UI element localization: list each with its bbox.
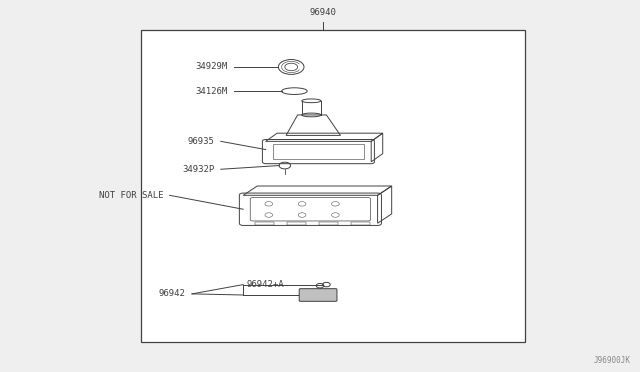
FancyBboxPatch shape [300, 289, 337, 301]
Bar [351, 222, 370, 225]
Bar [255, 222, 274, 225]
Text: NOT FOR SALE: NOT FOR SALE [99, 191, 163, 200]
Text: 34929M: 34929M [195, 62, 227, 71]
Text: 96935: 96935 [188, 137, 214, 146]
Text: 34126M: 34126M [195, 87, 227, 96]
Text: 96940: 96940 [310, 8, 337, 17]
Bar [141, 30, 525, 342]
Bar [273, 144, 364, 159]
Bar [287, 222, 306, 225]
Text: 96942: 96942 [159, 289, 186, 298]
Text: J96900JK: J96900JK [593, 356, 630, 365]
Text: 96942+A: 96942+A [246, 280, 284, 289]
Text: 34932P: 34932P [182, 165, 214, 174]
Bar [319, 222, 338, 225]
